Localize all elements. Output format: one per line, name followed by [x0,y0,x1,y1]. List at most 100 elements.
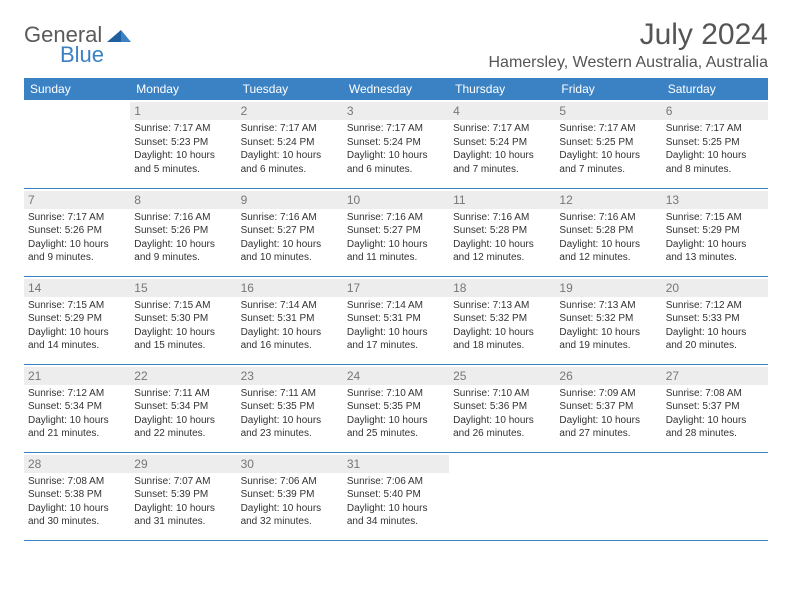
cell-daylight2: and 34 minutes. [347,515,445,529]
cell-daylight1: Daylight: 10 hours [347,149,445,163]
day-number: 23 [237,367,343,385]
cell-daylight2: and 30 minutes. [28,515,126,529]
calendar-cell: 14Sunrise: 7:15 AMSunset: 5:29 PMDayligh… [24,276,130,364]
cell-sunset: Sunset: 5:31 PM [347,312,445,326]
calendar-cell: 17Sunrise: 7:14 AMSunset: 5:31 PMDayligh… [343,276,449,364]
calendar-cell: 22Sunrise: 7:11 AMSunset: 5:34 PMDayligh… [130,364,236,452]
calendar-cell: 26Sunrise: 7:09 AMSunset: 5:37 PMDayligh… [555,364,661,452]
cell-sunset: Sunset: 5:29 PM [28,312,126,326]
cell-sunrise: Sunrise: 7:08 AM [28,475,126,489]
calendar-cell: . [555,452,661,540]
cell-sunset: Sunset: 5:24 PM [241,136,339,150]
day-number: 2 [237,102,343,120]
cell-sunset: Sunset: 5:35 PM [241,400,339,414]
cell-daylight2: and 15 minutes. [134,339,232,353]
cell-sunrise: Sunrise: 7:11 AM [134,387,232,401]
calendar-cell: 18Sunrise: 7:13 AMSunset: 5:32 PMDayligh… [449,276,555,364]
cell-sunrise: Sunrise: 7:17 AM [453,122,551,136]
day-number: 13 [662,191,768,209]
day-header: Friday [555,78,661,100]
title-block: July 2024 Hamersley, Western Australia, … [488,18,768,72]
cell-daylight1: Daylight: 10 hours [134,326,232,340]
day-number: 7 [24,191,130,209]
cell-daylight1: Daylight: 10 hours [134,149,232,163]
cell-daylight1: Daylight: 10 hours [28,238,126,252]
cell-sunset: Sunset: 5:38 PM [28,488,126,502]
cell-daylight1: Daylight: 10 hours [241,238,339,252]
cell-sunrise: Sunrise: 7:08 AM [666,387,764,401]
calendar-cell: 1Sunrise: 7:17 AMSunset: 5:23 PMDaylight… [130,100,236,188]
cell-sunrise: Sunrise: 7:13 AM [559,299,657,313]
day-number: 29 [130,455,236,473]
cell-sunrise: Sunrise: 7:10 AM [453,387,551,401]
cell-daylight2: and 16 minutes. [241,339,339,353]
calendar-week-row: 28Sunrise: 7:08 AMSunset: 5:38 PMDayligh… [24,452,768,540]
cell-sunset: Sunset: 5:23 PM [134,136,232,150]
cell-sunset: Sunset: 5:26 PM [134,224,232,238]
cell-daylight1: Daylight: 10 hours [559,238,657,252]
day-number: 8 [130,191,236,209]
day-number: 12 [555,191,661,209]
calendar-cell: 27Sunrise: 7:08 AMSunset: 5:37 PMDayligh… [662,364,768,452]
day-number: 15 [130,279,236,297]
cell-sunrise: Sunrise: 7:11 AM [241,387,339,401]
cell-sunset: Sunset: 5:27 PM [347,224,445,238]
cell-daylight1: Daylight: 10 hours [559,414,657,428]
cell-daylight2: and 13 minutes. [666,251,764,265]
cell-daylight1: Daylight: 10 hours [559,326,657,340]
calendar-table: Sunday Monday Tuesday Wednesday Thursday… [24,78,768,541]
calendar-cell: 29Sunrise: 7:07 AMSunset: 5:39 PMDayligh… [130,452,236,540]
cell-sunset: Sunset: 5:27 PM [241,224,339,238]
calendar-cell: 20Sunrise: 7:12 AMSunset: 5:33 PMDayligh… [662,276,768,364]
cell-daylight2: and 8 minutes. [666,163,764,177]
calendar-cell: . [24,100,130,188]
calendar-cell: 3Sunrise: 7:17 AMSunset: 5:24 PMDaylight… [343,100,449,188]
cell-daylight1: Daylight: 10 hours [241,326,339,340]
cell-sunset: Sunset: 5:34 PM [28,400,126,414]
cell-sunrise: Sunrise: 7:12 AM [28,387,126,401]
day-number: 19 [555,279,661,297]
day-number: 14 [24,279,130,297]
day-number: 24 [343,367,449,385]
cell-sunrise: Sunrise: 7:17 AM [666,122,764,136]
cell-sunset: Sunset: 5:30 PM [134,312,232,326]
day-number: 10 [343,191,449,209]
cell-sunrise: Sunrise: 7:16 AM [241,211,339,225]
calendar-cell: 10Sunrise: 7:16 AMSunset: 5:27 PMDayligh… [343,188,449,276]
day-number: 9 [237,191,343,209]
page-title: July 2024 [488,18,768,52]
cell-sunrise: Sunrise: 7:06 AM [347,475,445,489]
cell-daylight2: and 23 minutes. [241,427,339,441]
day-number: 3 [343,102,449,120]
calendar-cell: 16Sunrise: 7:14 AMSunset: 5:31 PMDayligh… [237,276,343,364]
calendar-cell: 2 Sunrise: 7:17 AMSunset: 5:24 PMDaylight… [237,100,343,188]
cell-sunrise: Sunrise: 7:17 AM [241,122,339,136]
day-number: 26 [555,367,661,385]
cell-sunset: Sunset: 5:28 PM [453,224,551,238]
day-number: 21 [24,367,130,385]
cell-sunset: Sunset: 5:25 PM [559,136,657,150]
day-number: 16 [237,279,343,297]
cell-sunset: Sunset: 5:28 PM [559,224,657,238]
cell-daylight1: Daylight: 10 hours [453,149,551,163]
cell-daylight2: and 9 minutes. [28,251,126,265]
cell-daylight2: and 26 minutes. [453,427,551,441]
cell-sunset: Sunset: 5:36 PM [453,400,551,414]
cell-daylight1: Daylight: 10 hours [453,238,551,252]
cell-sunset: Sunset: 5:24 PM [347,136,445,150]
cell-sunset: Sunset: 5:37 PM [559,400,657,414]
calendar-cell: . [449,452,555,540]
cell-daylight1: Daylight: 10 hours [347,326,445,340]
cell-daylight2: and 12 minutes. [453,251,551,265]
cell-sunrise: Sunrise: 7:17 AM [559,122,657,136]
cell-daylight1: Daylight: 10 hours [241,414,339,428]
day-number: 27 [662,367,768,385]
cell-daylight2: and 31 minutes. [134,515,232,529]
cell-daylight1: Daylight: 10 hours [241,149,339,163]
cell-daylight1: Daylight: 10 hours [559,149,657,163]
day-header: Thursday [449,78,555,100]
cell-daylight1: Daylight: 10 hours [347,502,445,516]
cell-daylight2: and 11 minutes. [347,251,445,265]
cell-sunset: Sunset: 5:39 PM [134,488,232,502]
calendar-cell: 9 Sunrise: 7:16 AMSunset: 5:27 PMDaylight… [237,188,343,276]
